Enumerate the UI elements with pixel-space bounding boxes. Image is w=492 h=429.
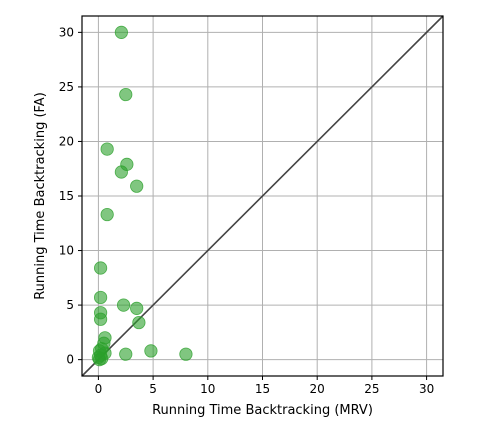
x-tick-label: 30	[419, 382, 434, 396]
x-tick-label: 20	[310, 382, 325, 396]
data-point	[116, 298, 131, 312]
data-point	[130, 179, 144, 193]
data-point	[144, 344, 158, 358]
data-point	[92, 353, 107, 367]
data-point	[119, 87, 133, 102]
x-tick-label: 15	[255, 382, 270, 396]
data-point	[114, 25, 128, 39]
reference-line	[81, 15, 444, 377]
y-tick-label: 25	[59, 80, 74, 94]
data-point	[179, 347, 193, 361]
data-points	[91, 25, 193, 367]
y-tick-label: 10	[59, 244, 74, 258]
y-tick-label: 20	[59, 134, 74, 148]
y-axis-ticks: 0 5 10 15 20 25 30	[59, 25, 82, 367]
x-tick-label: 0	[95, 382, 103, 396]
y-tick-label: 15	[59, 189, 74, 203]
data-point	[130, 301, 144, 315]
data-point	[93, 312, 108, 326]
data-point	[114, 165, 128, 179]
y-tick-label: 30	[59, 25, 74, 39]
x-tick-label: 5	[149, 382, 157, 396]
y-tick-label: 5	[66, 298, 74, 312]
data-point	[132, 315, 146, 330]
data-point	[100, 207, 114, 222]
x-tick-label: 25	[364, 382, 379, 396]
x-axis-label: Running Time Backtracking (MRV)	[152, 403, 373, 418]
data-point	[93, 290, 108, 305]
data-point	[93, 261, 108, 275]
y-axis-label: Running Time Backtracking (FA)	[33, 92, 48, 300]
data-point	[100, 142, 114, 156]
x-axis-ticks: 0 5 10 15 20 25 30	[95, 376, 434, 396]
reference-line-group	[81, 15, 444, 377]
x-tick-label: 10	[200, 382, 215, 396]
data-point	[119, 347, 133, 361]
grid	[82, 16, 443, 376]
y-tick-label: 0	[66, 353, 74, 367]
